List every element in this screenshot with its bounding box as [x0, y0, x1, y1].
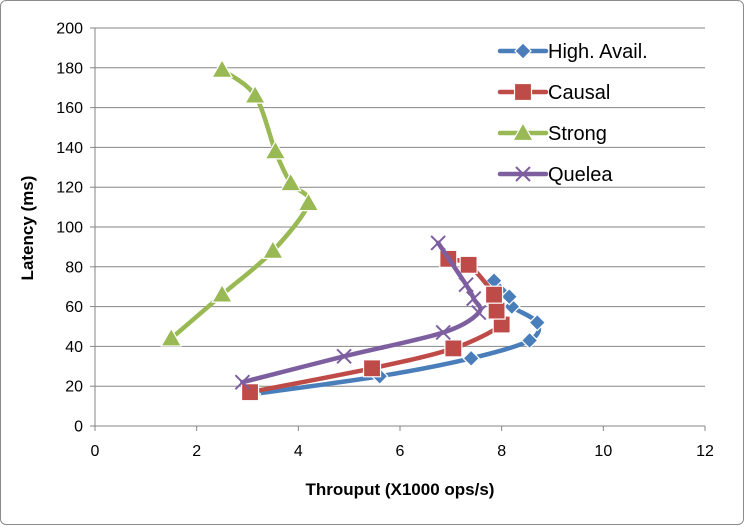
axes — [90, 27, 706, 431]
y-tick-label: 20 — [65, 379, 83, 396]
data-point-causal — [487, 301, 506, 320]
data-point-quelea — [336, 348, 352, 365]
data-point-strong — [211, 283, 234, 303]
data-point-strong — [261, 239, 284, 259]
x-tick-label: 4 — [294, 443, 303, 460]
data-point-strong — [279, 172, 302, 192]
data-point-quelea — [234, 374, 251, 390]
data-point-high-avail — [462, 349, 481, 368]
data-point-strong — [244, 84, 267, 104]
y-tick-label: 0 — [74, 419, 83, 436]
data-point-causal — [444, 339, 463, 358]
data-point-strong — [160, 327, 183, 347]
data-point-causal — [362, 359, 382, 378]
data-point-strong — [211, 58, 234, 78]
x-tick-label: 8 — [497, 443, 506, 460]
y-tick-label: 120 — [56, 180, 83, 197]
data-point-causal — [484, 285, 504, 304]
legend-item-causal: Causal — [497, 82, 610, 104]
y-tick-label: 180 — [56, 60, 83, 77]
data-point-quelea-stroke — [466, 290, 482, 307]
data-point-quelea-stroke — [458, 277, 474, 293]
data-point-quelea-stroke — [430, 235, 446, 251]
y-tick-label: 140 — [56, 140, 83, 157]
data-point-quelea-stroke — [336, 348, 352, 365]
y-axis-title: Latency (ms) — [18, 176, 37, 281]
x-tick-label: 6 — [396, 443, 405, 460]
y-tick-label: 200 — [56, 21, 83, 38]
legend-marker-quelea-stroke — [515, 166, 531, 182]
legend-marker-causal — [513, 82, 533, 102]
y-tick-label: 100 — [56, 220, 83, 237]
data-point-strong — [264, 140, 287, 160]
x-tick-label: 12 — [696, 443, 714, 460]
legend-item-quelea: Quelea — [497, 164, 613, 186]
data-point-quelea-stroke — [234, 374, 251, 390]
data-point-quelea-stroke — [435, 324, 451, 341]
legend-marker-strong — [511, 121, 535, 142]
y-tick-label: 40 — [65, 339, 83, 356]
data-point-quelea — [458, 277, 474, 293]
series-layer — [160, 58, 547, 404]
data-point-high-avail — [528, 313, 547, 332]
series-line-strong — [169, 67, 312, 341]
data-point-causal — [240, 383, 260, 402]
data-point-quelea — [430, 235, 446, 251]
data-point-causal — [459, 255, 478, 274]
legend-item-high-avail: High. Avail. — [497, 41, 648, 63]
legend: High. Avail. Causal Strong Quelea — [497, 41, 648, 186]
series-strong — [160, 58, 320, 347]
data-point-quelea — [471, 304, 487, 321]
legend-marker-quelea — [515, 166, 531, 182]
y-tick-label: 160 — [56, 100, 83, 117]
legend-label-quelea: Quelea — [548, 164, 613, 186]
data-point-high-avail — [500, 287, 519, 306]
y-tick-labels: 0 20 40 60 80 100 120 140 160 180 200 — [56, 21, 83, 436]
data-point-quelea — [435, 324, 451, 341]
data-point-quelea-stroke — [471, 304, 487, 321]
x-tick-labels: 0 2 4 6 8 10 12 — [91, 443, 714, 460]
x-tick-label: 10 — [594, 443, 612, 460]
legend-label-causal: Causal — [548, 82, 610, 104]
legend-marker-high-avail — [514, 42, 532, 60]
legend-label-strong: Strong — [548, 123, 607, 145]
x-tick-label: 0 — [91, 443, 100, 460]
data-point-high-avail — [520, 331, 539, 350]
data-point-strong — [297, 191, 320, 212]
y-tick-label: 60 — [65, 299, 83, 316]
grid-lines — [95, 27, 705, 387]
x-tick-label: 2 — [192, 443, 201, 460]
series-quelea — [234, 235, 487, 390]
y-tick-label: 80 — [65, 259, 83, 276]
legend-item-strong: Strong — [497, 121, 607, 145]
legend-label-high-avail: High. Avail. — [548, 41, 648, 63]
x-axis-title: Throuput (X1000 ops/s) — [306, 480, 495, 499]
data-point-quelea — [466, 290, 482, 307]
